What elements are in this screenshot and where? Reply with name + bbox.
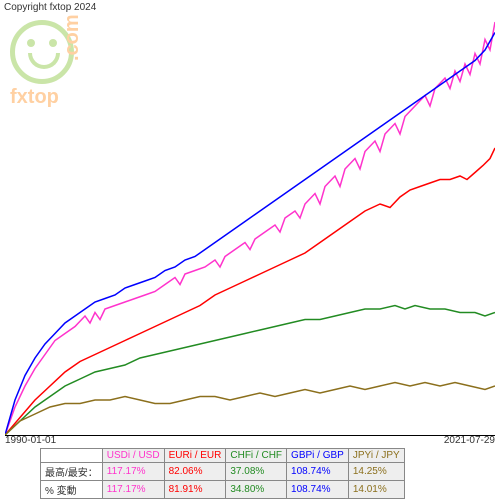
series-header: JPYi / JPY [348, 449, 404, 463]
highlow-cell: 82.06% [164, 463, 226, 481]
pctchange-cell: 108.74% [287, 481, 349, 499]
series-header: CHFi / CHF [226, 449, 287, 463]
highlow-cell: 37.08% [226, 463, 287, 481]
highlow-cell: 108.74% [287, 463, 349, 481]
series-header: USDi / USD [102, 449, 164, 463]
row-label-highlow: 最高/最安： [41, 463, 103, 481]
highlow-cell: 14.25% [348, 463, 404, 481]
pctchange-cell: 81.91% [164, 481, 226, 499]
legend-table: USDi / USDEURi / EURCHFi / CHFGBPi / GBP… [40, 448, 405, 499]
series-line [5, 33, 495, 436]
series-header: GBPi / GBP [287, 449, 349, 463]
highlow-cell: 117.17% [102, 463, 164, 481]
pctchange-cell: 34.80% [226, 481, 287, 499]
x-axis-end: 2021-07-29 [444, 435, 495, 446]
series-line [5, 148, 495, 435]
series-line [5, 306, 495, 436]
series-line [5, 383, 495, 436]
line-chart [5, 15, 495, 436]
series-header: EURi / EUR [164, 449, 226, 463]
copyright-text: Copyright fxtop 2024 [4, 2, 96, 13]
chart-canvas [5, 15, 495, 435]
series-line [5, 22, 495, 435]
x-axis-start: 1990-01-01 [5, 435, 56, 446]
table-corner [41, 449, 103, 463]
pctchange-cell: 14.01% [348, 481, 404, 499]
pctchange-cell: 117.17% [102, 481, 164, 499]
row-label-pctchange: % 変動 [41, 481, 103, 499]
